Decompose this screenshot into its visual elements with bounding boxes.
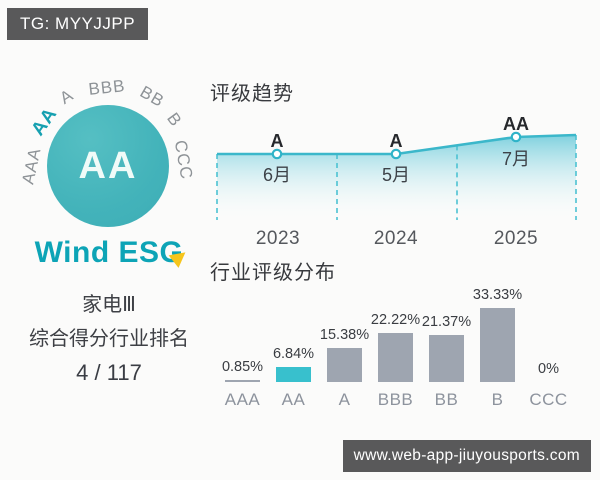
- bar-value-label: 6.84%: [272, 346, 315, 362]
- trend-section-title: 评级趋势: [210, 83, 294, 105]
- bar-value-label: 15.38%: [319, 327, 370, 343]
- trend-chart-svg: [216, 131, 577, 220]
- bar-value-label: 0%: [538, 361, 559, 377]
- industry-summary: 家电Ⅲ 综合得分行业排名 4 / 117: [0, 288, 218, 390]
- trend-point-rating: A: [270, 131, 284, 151]
- distribution-section-title: 行业评级分布: [210, 262, 336, 284]
- gauge-circle: AA: [47, 105, 169, 227]
- trend-axis-year: 2023: [255, 228, 301, 249]
- bar-value-label: 0.85%: [221, 359, 264, 375]
- trend-point-month: 6月: [262, 165, 292, 185]
- bar-category-label: BBB: [377, 390, 414, 409]
- bar-value-label: 21.37%: [421, 314, 472, 330]
- bar: [225, 380, 260, 382]
- trend-point-marker: [510, 131, 522, 143]
- gauge-scale-label-a: A: [56, 85, 78, 108]
- bar-category-label: B: [491, 390, 504, 409]
- logo-text: Wind ESG: [34, 236, 184, 269]
- trend-point-marker: [271, 148, 283, 160]
- distribution-chart: 0.85% AAA 6.84% AA 15.38% A 22.22% BBB 21.37% BB 3…: [210, 280, 592, 412]
- bar: [429, 335, 464, 382]
- industry-name: 家电Ⅲ: [82, 294, 136, 316]
- trend-point-month: 5月: [381, 165, 411, 185]
- bar: [327, 348, 362, 382]
- wind-esg-logo: Wind ESG: [0, 236, 218, 270]
- trend-area-fill: [217, 135, 576, 220]
- trend-point-month: 7月: [501, 149, 531, 169]
- gauge-scale-label-bb: BB: [136, 82, 168, 111]
- rating-gauge: AAA AA A BBB BB B CCC AA: [5, 62, 217, 290]
- url-badge: www.web-app-jiuyousports.com: [342, 440, 591, 472]
- trend-chart: [210, 108, 586, 223]
- trend-point-rating: A: [389, 131, 403, 151]
- rank-value: 4 / 117: [76, 360, 142, 385]
- trend-axis-year: 2025: [493, 228, 539, 249]
- trend-axis-year: 2024: [373, 228, 419, 249]
- tg-badge: TG: MYYJJPP: [7, 8, 149, 40]
- bar-category-label: BB: [434, 390, 459, 409]
- rank-label: 综合得分行业排名: [29, 328, 189, 350]
- bar: [378, 333, 413, 382]
- gauge-scale-label-aaa: AAA: [18, 145, 45, 186]
- gauge-scale-label-b: B: [163, 109, 186, 131]
- bar-category-label: AA: [281, 390, 306, 409]
- gauge-scale-label-bbb: BBB: [87, 76, 127, 99]
- bar-value-label: 22.22%: [370, 312, 421, 328]
- bar-value-label: 33.33%: [472, 287, 523, 303]
- bar: [480, 308, 515, 382]
- trend-point-rating: AA: [503, 114, 529, 134]
- gauge-scale-label-ccc: CCC: [170, 138, 197, 182]
- trend-point-marker: [390, 148, 402, 160]
- bar-category-label: A: [338, 390, 351, 409]
- bar-category-label: AAA: [224, 390, 261, 409]
- bar-highlighted: [276, 367, 311, 382]
- bar-category-label: CCC: [529, 390, 568, 409]
- gauge-current-rating: AA: [78, 145, 138, 187]
